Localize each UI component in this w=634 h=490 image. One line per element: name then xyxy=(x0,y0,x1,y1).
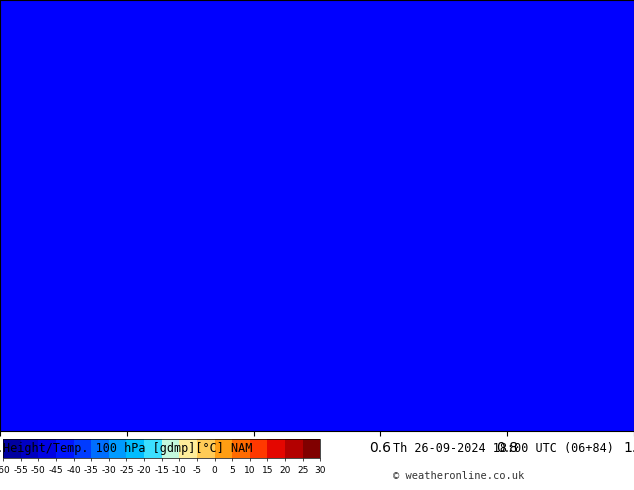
Text: © weatheronline.co.uk: © weatheronline.co.uk xyxy=(393,471,524,481)
Text: Th 26-09-2024 18:00 UTC (06+84): Th 26-09-2024 18:00 UTC (06+84) xyxy=(393,442,614,455)
Text: Height/Temp. 100 hPa [gdmp][°C] NAM: Height/Temp. 100 hPa [gdmp][°C] NAM xyxy=(3,442,252,455)
